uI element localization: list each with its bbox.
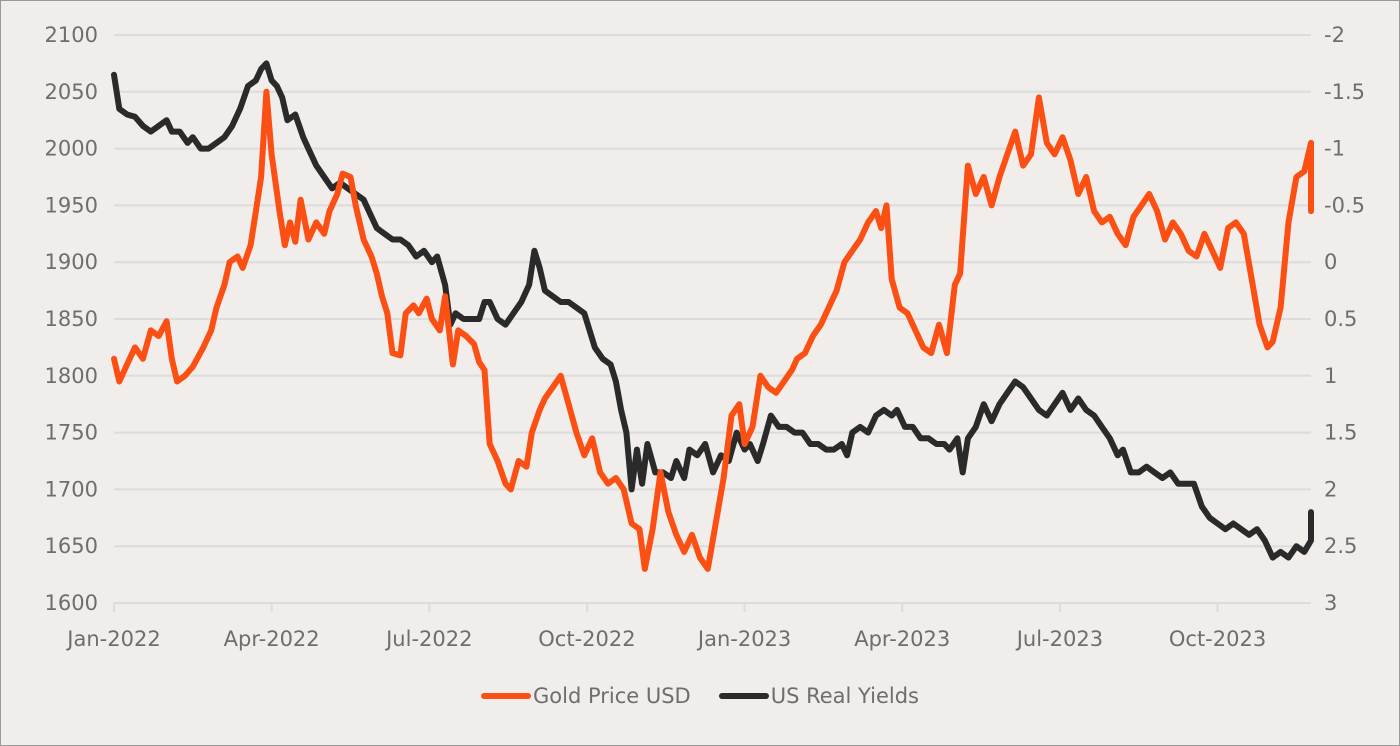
y-left-tick-label: 1700 — [45, 477, 98, 501]
y-left-tick-label: 2100 — [45, 23, 98, 47]
gridlines — [114, 34, 1311, 604]
y-left-tick-label: 1950 — [45, 193, 98, 217]
line-chart: 2100 2050 2000 1950 1900 1850 1800 1750 1700 1650… — [45, 23, 1365, 651]
series-us-real-yields-line — [111, 60, 1314, 561]
y-axis-right: -2 -1.5 -1 -0.5 0 0.5 1 1.5 2 2.5 3 — [1324, 23, 1365, 615]
x-tick-label: Jul-2023 — [1015, 627, 1103, 651]
y-left-tick-label: 1600 — [45, 591, 98, 615]
y-right-tick-label: -1 — [1324, 137, 1345, 161]
y-right-tick-label: 3 — [1324, 591, 1337, 615]
legend-label-gold: Gold Price USD — [532, 684, 691, 708]
y-right-tick-label: 2.5 — [1324, 534, 1357, 558]
y-left-tick-label: 1800 — [45, 364, 98, 388]
y-right-tick-label: 0 — [1324, 250, 1337, 274]
x-axis-ticks — [113, 603, 1219, 612]
y-left-tick-label: 2050 — [45, 80, 98, 104]
series-gold-price-line — [111, 88, 1314, 572]
y-left-tick-label: 1850 — [45, 307, 98, 331]
y-right-tick-label: 0.5 — [1324, 307, 1357, 331]
legend: Gold Price USD US Real Yields — [0, 684, 1400, 708]
x-tick-label: Apr-2022 — [224, 627, 320, 651]
legend-label-yields: US Real Yields — [770, 684, 919, 708]
x-tick-label: Jul-2022 — [384, 627, 472, 651]
y-left-tick-label: 1650 — [45, 534, 98, 558]
legend-item-yields: US Real Yields — [718, 684, 919, 708]
y-right-tick-label: -1.5 — [1324, 80, 1365, 104]
y-right-tick-label: 2 — [1324, 477, 1337, 501]
legend-item-gold: Gold Price USD — [480, 684, 691, 708]
y-right-tick-label: -2 — [1324, 23, 1345, 47]
y-left-tick-label: 1750 — [45, 421, 98, 445]
y-right-tick-label: -0.5 — [1324, 193, 1365, 217]
y-right-tick-label: 1 — [1324, 364, 1337, 388]
x-tick-label: Jan-2023 — [696, 627, 791, 651]
x-tick-label: Jan-2022 — [65, 627, 160, 651]
y-left-tick-label: 1900 — [45, 250, 98, 274]
y-left-tick-label: 2000 — [45, 137, 98, 161]
x-tick-label: Oct-2023 — [1169, 627, 1266, 651]
legend-swatch-gold — [480, 693, 531, 699]
x-axis-labels: Jan-2022 Apr-2022 Jul-2022 Oct-2022 Jan-2023… — [65, 627, 1266, 651]
x-tick-label: Apr-2023 — [854, 627, 950, 651]
series-lines — [111, 60, 1314, 572]
x-tick-label: Oct-2022 — [538, 627, 635, 651]
legend-swatch-yields — [718, 693, 769, 699]
y-right-tick-label: 1.5 — [1324, 421, 1357, 445]
y-axis-left: 2100 2050 2000 1950 1900 1850 1800 1750 1700 1650… — [45, 23, 98, 615]
